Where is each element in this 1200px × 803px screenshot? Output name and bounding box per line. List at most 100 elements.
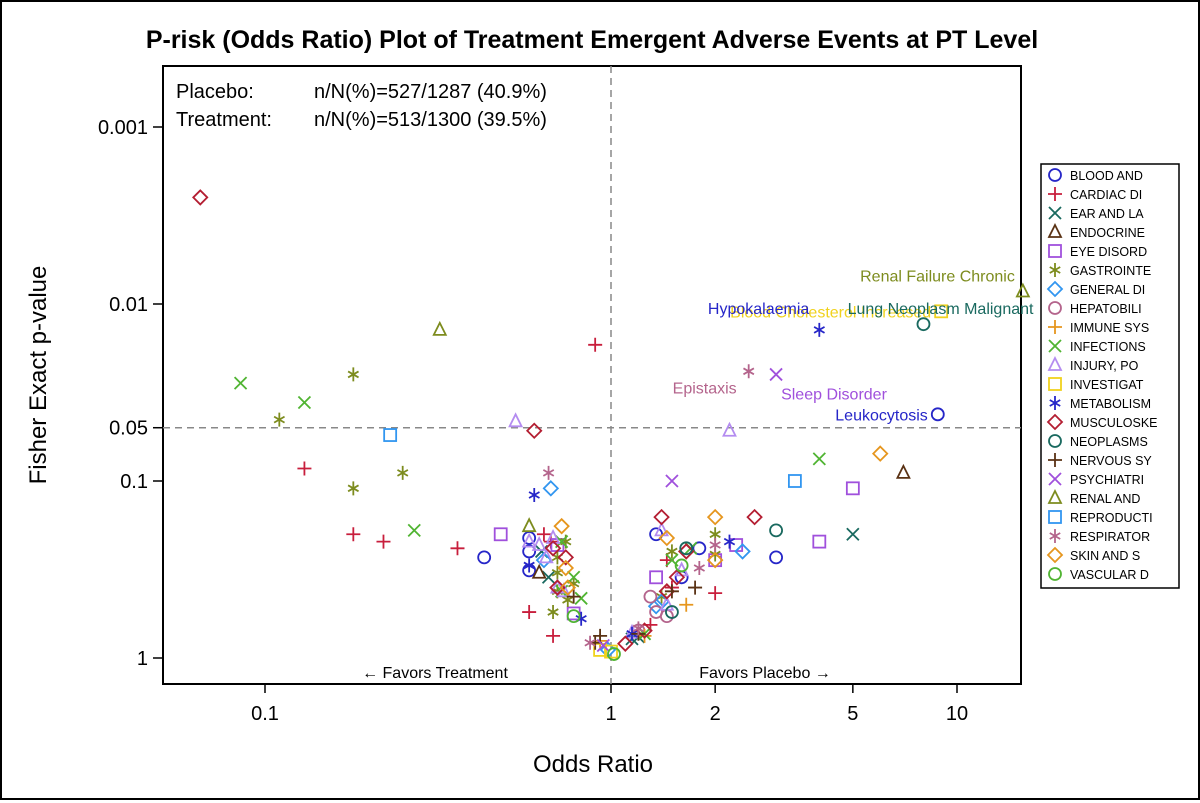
data-point — [521, 517, 537, 533]
series-psychiatri — [596, 367, 783, 653]
data-point — [617, 635, 634, 652]
data-point — [693, 560, 705, 575]
data-point — [787, 474, 802, 488]
data-point — [871, 445, 889, 462]
inset-placebo-value: n/N(%)=527/1287 (40.9%) — [314, 81, 547, 103]
legend-label: METABOLISM — [1070, 397, 1151, 411]
legend-item: VASCULAR D — [1048, 567, 1149, 582]
plot-border — [162, 65, 1022, 685]
legend-label: GENERAL DI — [1070, 283, 1145, 297]
series-neoplasms — [665, 317, 931, 619]
data-point — [677, 543, 695, 560]
data-point — [674, 558, 689, 573]
x-axis: 0.1 1 2 5 10 — [251, 684, 968, 725]
legend-item: SKIN AND S — [1046, 546, 1140, 564]
legend-marker — [1048, 320, 1062, 334]
data-point — [604, 644, 618, 659]
point-annotation: Epistaxis — [673, 380, 737, 397]
favors-placebo-label: Favors Placebo → — [699, 665, 831, 682]
series-skin-and-s — [553, 445, 889, 596]
data-point — [584, 635, 596, 650]
legend-label: IMMUNE SYS — [1070, 321, 1149, 335]
data-point — [930, 407, 945, 422]
data-point — [812, 534, 827, 549]
data-point — [541, 570, 556, 584]
series-respirator — [542, 364, 755, 650]
data-point — [508, 412, 524, 428]
data-point — [895, 463, 911, 479]
data-point — [574, 591, 588, 605]
inset-treatment-value: n/N(%)=513/1300 (39.5%) — [314, 109, 547, 131]
data-point — [383, 428, 398, 442]
data-point — [709, 538, 721, 553]
legend-marker — [1048, 453, 1062, 467]
data-point — [557, 549, 575, 566]
legend-label: EAR AND LA — [1070, 207, 1144, 221]
x-tick-label: 0.1 — [251, 703, 279, 725]
data-point — [1015, 282, 1031, 298]
legend-item: CARDIAC DI — [1048, 187, 1142, 202]
data-point — [845, 481, 860, 496]
data-point — [553, 517, 570, 535]
legend-item: HEPATOBILI — [1048, 301, 1142, 316]
legend-label: VASCULAR D — [1070, 568, 1149, 582]
data-point — [588, 337, 603, 352]
y-axis-label: Fisher Exact p-value — [25, 266, 52, 485]
data-point — [376, 534, 391, 549]
legend-item: EAR AND LA — [1048, 206, 1144, 221]
legend-label: EYE DISORD — [1070, 245, 1147, 259]
legend-marker — [1048, 244, 1062, 258]
data-point — [607, 647, 621, 661]
legend-item: RESPIRATOR — [1049, 529, 1150, 544]
data-point — [346, 527, 361, 542]
data-point — [668, 569, 686, 586]
legend-label: GASTROINTE — [1070, 264, 1151, 278]
data-point — [596, 638, 610, 653]
data-point — [679, 541, 694, 556]
data-point — [812, 452, 826, 466]
data-point — [934, 304, 949, 319]
series-blood-and — [477, 407, 945, 585]
point-annotation: Leukocytosis — [835, 407, 928, 424]
legend-label: INJURY, PO — [1070, 359, 1139, 373]
point-annotation: Renal Failure Chronic — [860, 269, 1015, 286]
data-point — [432, 320, 448, 336]
data-point — [653, 508, 670, 526]
data-point — [692, 541, 707, 556]
legend-label: RESPIRATOR — [1070, 530, 1150, 544]
legend-item: IMMUNE SYS — [1048, 320, 1149, 335]
data-point — [521, 532, 537, 548]
series-vascular-d — [566, 558, 689, 661]
data-point — [664, 584, 679, 599]
legend-label: INVESTIGAT — [1070, 378, 1144, 392]
legend-marker — [1048, 567, 1062, 581]
legend-marker — [1049, 396, 1061, 410]
data-point — [769, 550, 783, 565]
y-tick-label: 0.01 — [109, 294, 148, 316]
data-point — [916, 317, 931, 332]
legend-marker — [1048, 434, 1062, 448]
legend-marker — [1046, 280, 1064, 298]
legend-marker — [1048, 206, 1062, 220]
data-point — [297, 461, 312, 476]
data-point — [649, 527, 663, 542]
legend-marker — [1047, 355, 1063, 371]
data-point — [546, 628, 561, 643]
legend-label: NEOPLASMS — [1070, 435, 1148, 449]
inset-counts: Placebo: n/N(%)=527/1287 (40.9%) Treatme… — [176, 81, 547, 131]
legend-item: GENERAL DI — [1046, 280, 1145, 298]
data-point — [706, 551, 724, 569]
legend-border — [1040, 163, 1180, 589]
series-cardiac-di — [297, 337, 723, 643]
series-reproducti — [383, 428, 802, 488]
legend-marker — [1048, 472, 1062, 486]
legend-marker — [1048, 377, 1062, 391]
legend-marker — [1046, 546, 1064, 564]
x-tick-label: 5 — [847, 703, 858, 725]
legend-marker — [1048, 187, 1062, 201]
data-point — [666, 544, 678, 559]
data-point — [746, 508, 763, 526]
legend-label: BLOOD AND — [1070, 169, 1143, 183]
legend-item: NERVOUS SY — [1048, 453, 1152, 468]
